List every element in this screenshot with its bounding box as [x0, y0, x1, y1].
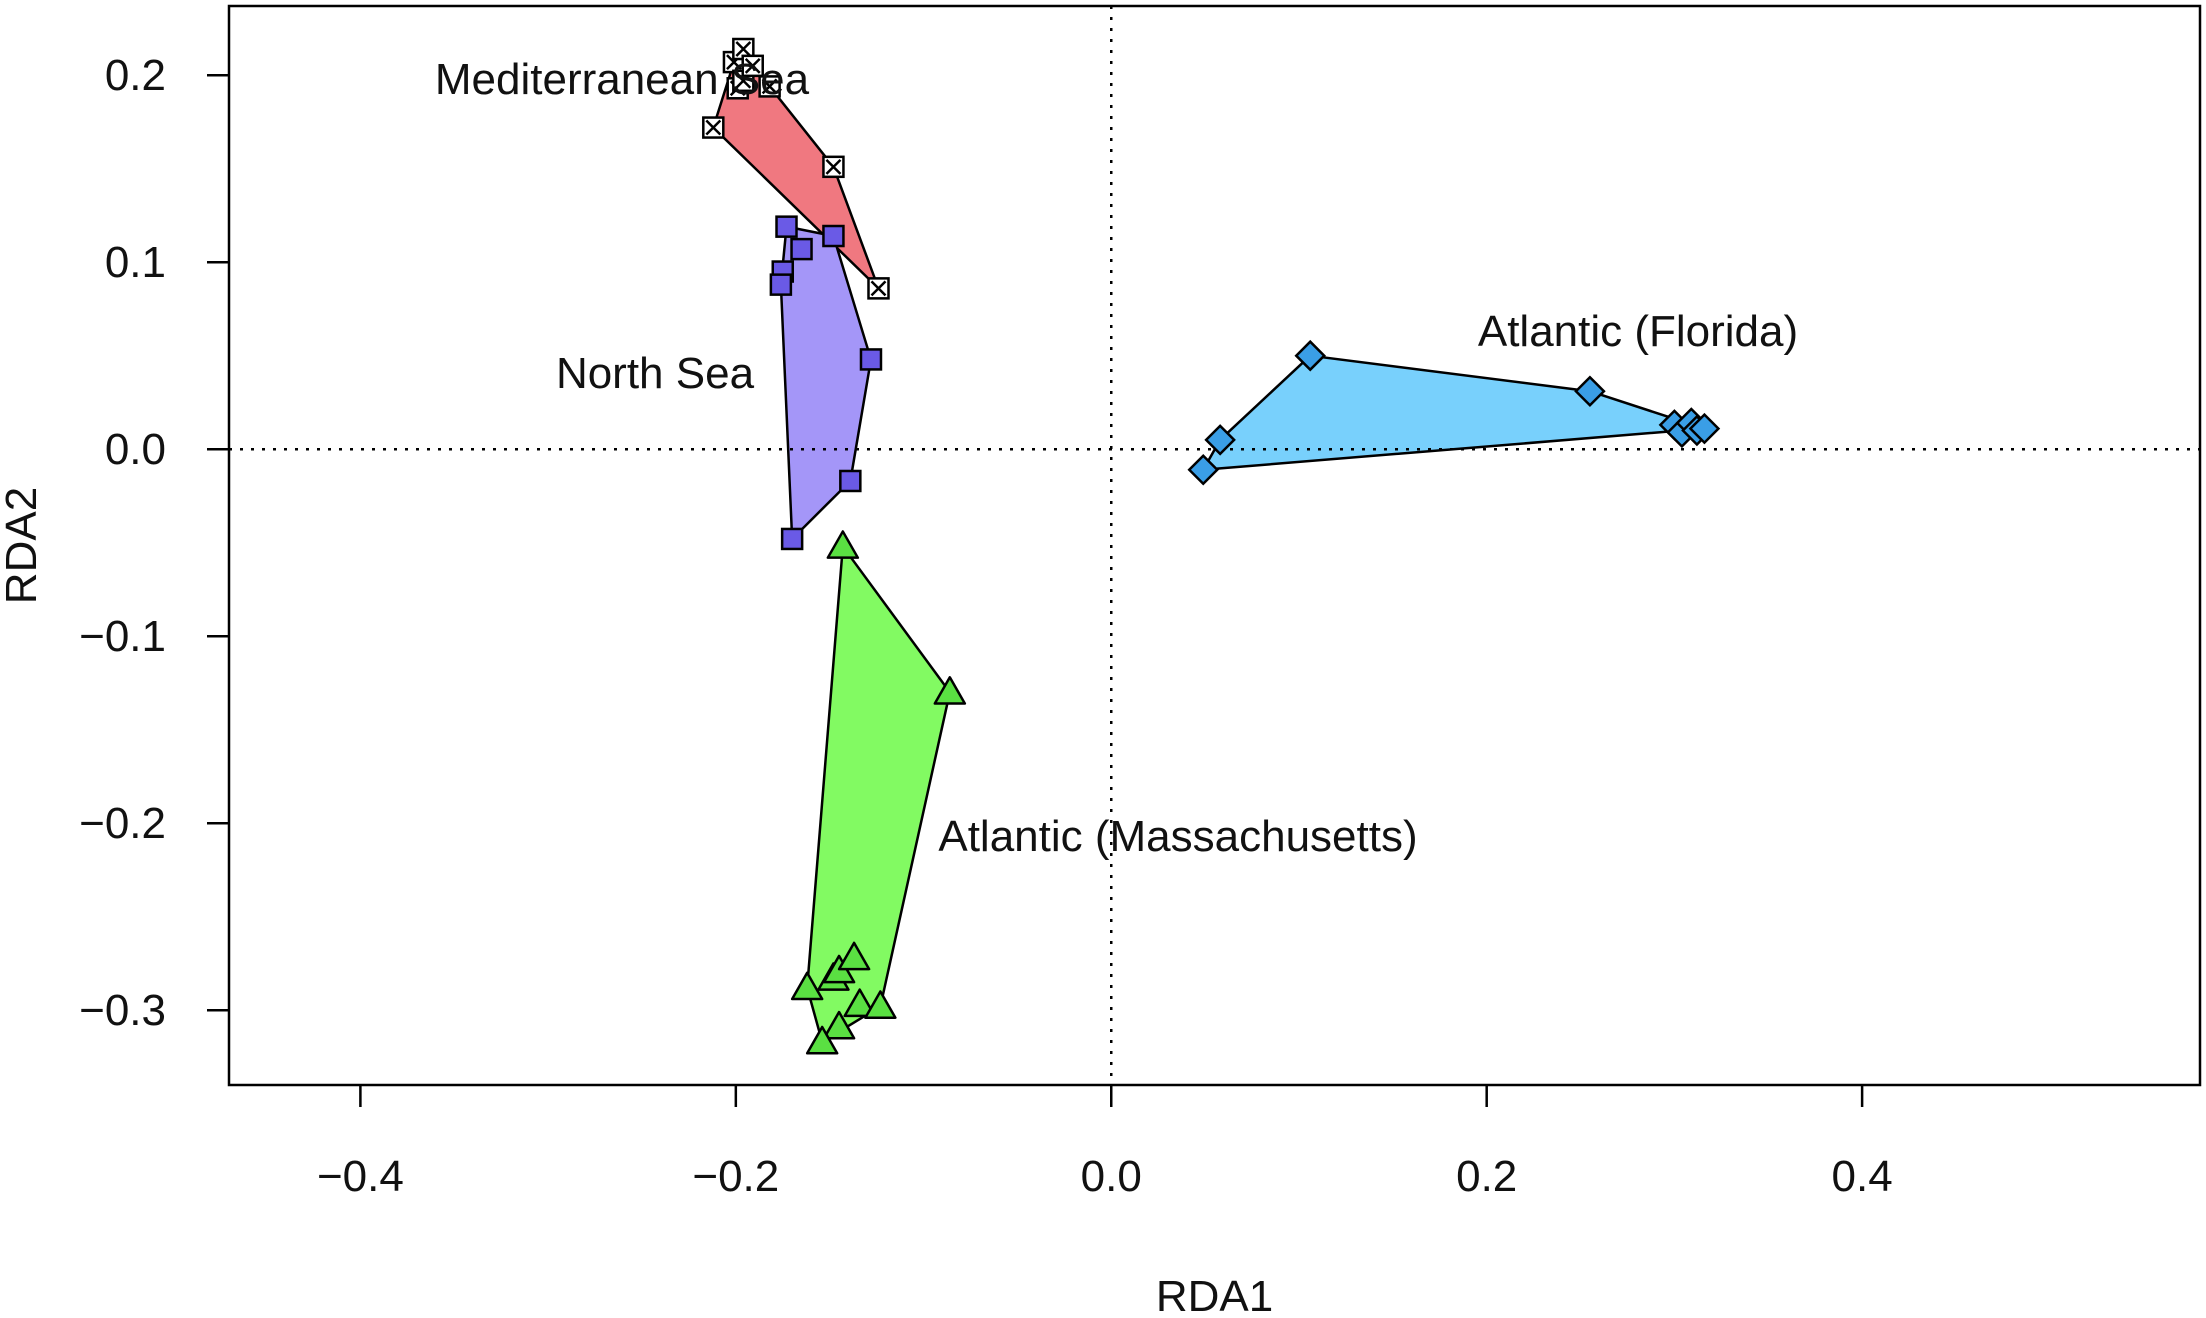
y-tick-label: −0.2	[79, 799, 166, 848]
plot-frame	[227, 4, 2202, 1087]
hull-3	[805, 545, 952, 1044]
group-label-atlantic-florida: Atlantic (Florida)	[1478, 307, 1798, 356]
data-point-cross	[761, 78, 778, 95]
data-point-diamond	[1574, 375, 1606, 407]
data-point-diamond	[1204, 424, 1236, 456]
data-point-triangle	[805, 1025, 839, 1055]
data-point-square	[839, 469, 862, 493]
data-point-triangle	[864, 990, 897, 1019]
data-point-square	[859, 348, 883, 371]
data-point-square	[775, 215, 798, 238]
data-point-triangle	[843, 988, 876, 1018]
data-point-cross	[870, 280, 887, 297]
data-point-diamond	[1187, 453, 1220, 486]
data-point-cross	[705, 119, 722, 136]
y-axis-label: RDA2	[0, 487, 46, 604]
data-point-cross	[735, 41, 752, 57]
x-tick-label: 0.0	[1081, 1152, 1142, 1201]
data-point-cross	[825, 158, 842, 175]
data-point-diamond	[1688, 412, 1721, 445]
data-point-triangle	[933, 676, 967, 705]
x-tick-label: 0.2	[1456, 1152, 1517, 1201]
data-point-triangle	[790, 971, 824, 1001]
data-point-diamond	[1294, 339, 1327, 372]
group-hulls	[712, 47, 1706, 1044]
data-point-square	[790, 237, 813, 261]
hull-2	[1201, 354, 1706, 472]
group-labels: Mediterranean Sea North Sea Atlantic (Fl…	[435, 55, 1798, 861]
y-tick-label: 0.2	[105, 51, 166, 100]
data-point-square	[769, 273, 793, 296]
group-label-mediterranean-sea: Mediterranean Sea	[435, 55, 810, 104]
x-axis-label: RDA1	[1156, 1272, 1273, 1318]
y-tick-label: 0.0	[105, 425, 166, 474]
data-point-triangle	[837, 941, 871, 971]
group-label-atlantic-massachusetts: Atlantic (Massachusetts)	[938, 812, 1417, 861]
y-tick-label: 0.1	[105, 238, 166, 287]
reference-lines	[229, 6, 2200, 1085]
y-tick-label: −0.3	[79, 986, 166, 1035]
y-tick-label: −0.1	[79, 612, 166, 661]
data-point-triangle	[826, 530, 860, 559]
x-tick-label: −0.4	[317, 1152, 404, 1201]
data-point-triangle	[822, 1010, 856, 1040]
data-point-square	[822, 224, 845, 248]
y-axis: 0.2 0.1 0.0 −0.1 −0.2 −0.3	[79, 51, 229, 1035]
x-axis: −0.4 −0.2 0.0 0.2 0.4	[317, 1085, 1893, 1201]
data-points	[702, 37, 1721, 1055]
data-point-cross	[744, 57, 761, 74]
data-point-square	[780, 527, 804, 551]
group-label-north-sea: North Sea	[556, 349, 755, 398]
x-tick-label: −0.2	[692, 1152, 779, 1201]
x-tick-label: 0.4	[1832, 1152, 1893, 1201]
